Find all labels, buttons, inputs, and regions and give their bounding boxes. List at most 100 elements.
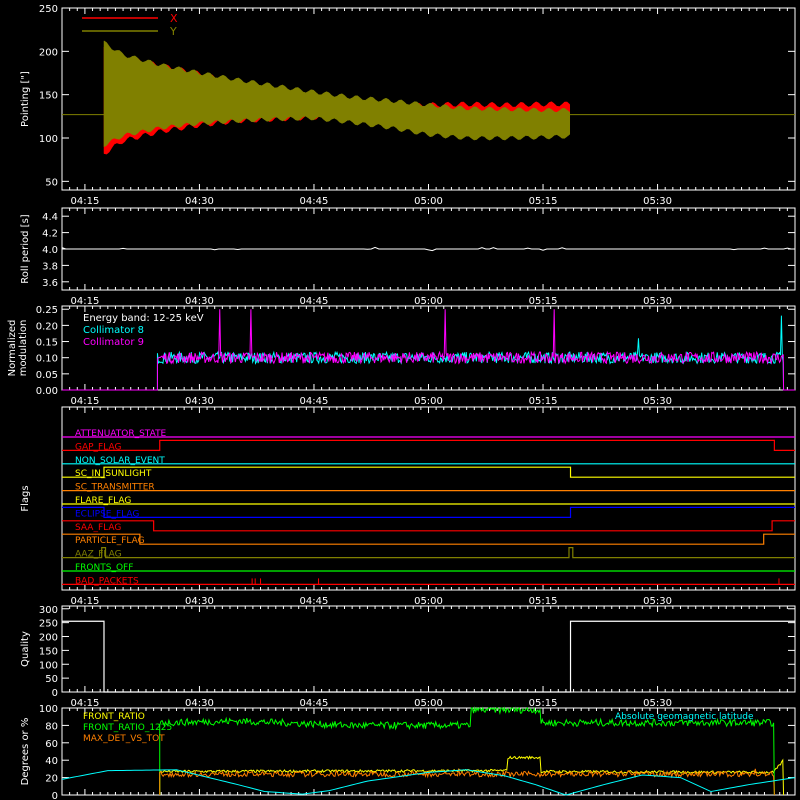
flag-label-flare-flag: FLARE_FLAG: [75, 496, 131, 506]
modulation-y-tick-label: 0.20: [36, 321, 58, 332]
flags-x-tick-label: 05:15: [529, 596, 558, 607]
legend-label-max-det-vs-tot: MAX_DET_VS_TOT: [83, 734, 165, 744]
pointing-x-tick-label: 05:00: [414, 196, 443, 207]
flag-label-non-solar-event: NON_SOLAR_EVENT: [75, 456, 165, 466]
modulation-x-tick-label: 04:45: [300, 396, 329, 407]
flag-label-sc-transmitter: SC_TRANSMITTER: [75, 483, 155, 493]
panel-flags: 04:15 04:30 04:45 05:00 05:15 05:30 Flags ATTEN…: [20, 406, 796, 607]
modulation-y-tick-label: 0.15: [36, 338, 58, 349]
modulation-x-tick-label: 04:15: [70, 396, 99, 407]
roll-y-axis-label: Roll period [s]: [20, 214, 31, 283]
series-absolute-geomagnetic-latitude-line: [61, 769, 796, 796]
ratios-y-tick-label: 40: [45, 756, 58, 767]
pointing-x-tick-label: 04:15: [70, 196, 99, 207]
modulation-x-tick-label: 04:30: [185, 396, 214, 407]
quality-y-tick-label: 200: [39, 633, 58, 644]
legend-label-front-ratio-1225: FRONT_RATIO_1225: [83, 723, 172, 733]
pointing-y-tick-label: 250: [39, 4, 58, 15]
series-collimator-9-line: [62, 309, 795, 391]
pointing-y-tick-label: 100: [39, 134, 58, 145]
quality-y-axis-label: Quality: [20, 631, 31, 667]
flags-x-tick-label: 04:45: [300, 596, 329, 607]
quality-x-tick-label: 05:30: [643, 698, 672, 709]
panel-pointing: 04:15 04:30 04:45 05:00 05:15 05:30 50 100 150 20…: [20, 4, 796, 207]
flag-line-sc-in-sunlight: [62, 466, 795, 478]
roll-y-tick-label: 4.0: [42, 245, 58, 256]
flags-x-tick-label: 04:15: [70, 596, 99, 607]
legend-label-absolute-geomagnetic-latitude: Absolute geomagnetic latitude: [615, 712, 754, 722]
flag-label-bad-packets: BAD_PACKETS: [75, 576, 139, 586]
legend-label-y: Y: [169, 25, 177, 38]
roll-x-tick-label: 04:45: [300, 296, 329, 307]
quality-y-tick-label: 100: [39, 660, 58, 671]
panel-quality: 04:15 04:30 04:45 05:00 05:15 05:30 0 50 100 150 2…: [20, 605, 796, 709]
quality-y-tick-label: 50: [45, 674, 58, 685]
roll-y-tick-label: 3.6: [42, 278, 58, 289]
flag-label-aaz-flag: AAZ_FLAG: [75, 550, 122, 560]
roll-x-tick-label: 04:15: [70, 296, 99, 307]
modulation-y-tick-label: 0.25: [36, 305, 58, 316]
roll-x-tick-label: 05:00: [414, 296, 443, 307]
modulation-x-tick-label: 05:00: [414, 396, 443, 407]
flag-label-particle-flag: PARTICLE_FLAG: [75, 536, 145, 546]
pointing-x-tick-label: 05:30: [643, 196, 672, 207]
flags-y-axis-label: Flags: [20, 485, 31, 511]
roll-x-tick-label: 05:30: [643, 296, 672, 307]
panel-modulation: 04:15 04:30 04:45 05:00 05:15 05:30 0.00 0.05 0.…: [7, 305, 796, 407]
pointing-y-tick-label: 200: [39, 47, 58, 58]
flags-x-tick-label: 05:00: [414, 596, 443, 607]
ratios-y-tick-label: 80: [45, 721, 58, 732]
ratios-y-tick-label: 20: [45, 774, 58, 785]
pointing-y-tick-label: 50: [45, 177, 58, 188]
ratios-y-tick-label: 60: [45, 739, 58, 750]
pointing-x-tick-label: 04:45: [300, 196, 329, 207]
series-roll-period-line: [61, 246, 795, 252]
roll-y-tick-label: 4.4: [42, 212, 58, 223]
modulation-x-tick-label: 05:30: [643, 396, 672, 407]
series-collimator-8-line: [62, 315, 795, 391]
quality-x-tick-label: 05:00: [414, 698, 443, 709]
pointing-y-axis-label: Pointing ["]: [20, 71, 31, 127]
ratios-y-axis-label: Degrees or %: [20, 718, 31, 786]
flag-line-gap-flag: [62, 439, 795, 451]
legend-label-x: X: [170, 12, 178, 25]
modulation-y-axis-label: modulation: [18, 320, 29, 377]
quality-y-tick-label: 150: [39, 646, 58, 657]
legend-label-collimator-9: Collimator 9: [83, 337, 144, 348]
flag-line-aaz-flag: [62, 546, 795, 559]
quality-x-tick-label: 04:15: [70, 698, 99, 709]
quality-y-tick-label: 300: [39, 605, 58, 616]
flag-label-fronts-off: FRONTS_OFF: [75, 563, 133, 573]
roll-y-tick-label: 3.8: [42, 261, 58, 272]
roll-x-tick-label: 05:15: [529, 296, 558, 307]
flag-label-sc-in-sunlight: SC_IN_SUNLIGHT: [75, 469, 152, 479]
flags-x-tick-label: 05:30: [643, 596, 672, 607]
panel-ratios: 04:1504:3004:4505:0005:1505:300204060801…: [20, 704, 796, 800]
flag-label-attenuator-state: ATTENUATOR_STATE: [75, 429, 167, 439]
quality-x-tick-label: 05:15: [529, 698, 558, 709]
flag-label-gap-flag: GAP_FLAG: [75, 442, 121, 452]
series-max-det-vs-tot-line: [159, 768, 775, 796]
modulation-y-tick-label: 0.05: [36, 370, 58, 381]
ratios-y-tick-label: 100: [39, 704, 58, 715]
modulation-y-axis-label: Normalized: [7, 320, 18, 377]
quality-x-tick-label: 04:45: [300, 698, 329, 709]
series-quality-line: [62, 620, 795, 693]
modulation-y-tick-label: 0.10: [36, 354, 58, 365]
pointing-x-tick-label: 05:15: [529, 196, 558, 207]
panel-roll: 04:15 04:30 04:45 05:00 05:15 05:30 3.6 3.8 4.0 4…: [20, 207, 796, 307]
quality-y-tick-label: 0: [52, 688, 58, 699]
quality-x-tick-label: 04:30: [185, 698, 214, 709]
flag-line-saa-flag: [62, 520, 795, 532]
modulation-y-tick-label: 0.00: [36, 386, 58, 397]
flag-label-eclipse-flag: ECLIPSE_FLAG: [75, 509, 139, 519]
flag-label-saa-flag: SAA_FLAG: [75, 523, 121, 533]
ratios-y-tick-label: 0: [52, 791, 58, 800]
series-y-band: [103, 40, 571, 148]
roll-y-tick-label: 4.2: [42, 229, 58, 240]
flag-line-particle-flag: [62, 533, 795, 545]
energy-band-annotation: Energy band: 12-25 keV: [83, 313, 204, 324]
series-front-ratio-1225-line: [159, 706, 775, 796]
pointing-y-tick-label: 150: [39, 91, 58, 102]
